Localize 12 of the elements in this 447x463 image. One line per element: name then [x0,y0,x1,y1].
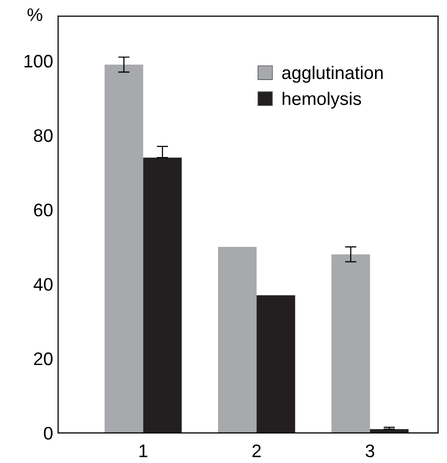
y-tick-label: 40 [34,278,53,291]
x-tick-label: 1 [140,444,148,458]
x-tick-label: 2 [252,444,261,458]
y-tick-label: 100 [24,54,53,68]
y-tick-label: 0 [44,426,53,440]
legend-label: hemolysis [282,92,362,109]
x-tick-label: 3 [366,444,374,458]
legend-label: agglutination [282,66,383,83]
y-axis-title: % [28,8,42,21]
y-tick-label: 20 [34,352,53,366]
y-tick-label: 60 [34,204,53,216]
y-tick-label: 80 [34,129,53,142]
